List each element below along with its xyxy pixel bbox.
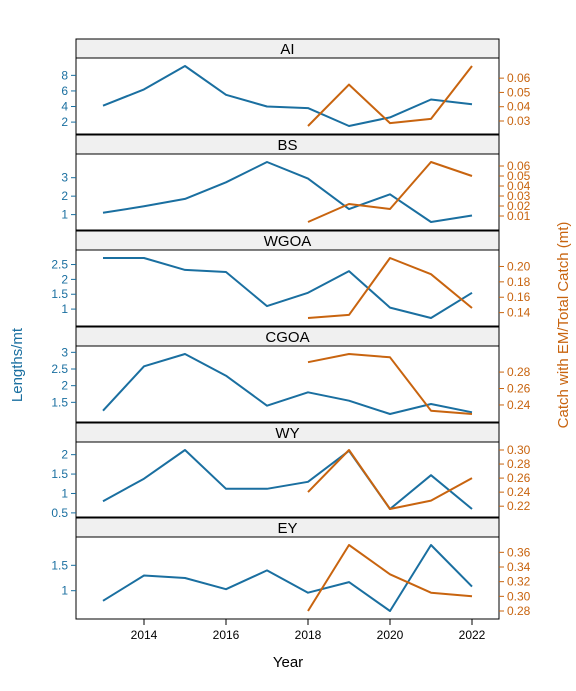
panel-frame	[75, 345, 500, 423]
right-tick-label: 0.24	[507, 398, 531, 412]
left-tick-label: 2	[61, 272, 68, 286]
x-tick-label: 2016	[213, 628, 240, 642]
panel-frame	[75, 441, 500, 518]
left-tick-label: 2	[61, 379, 68, 393]
panel-ai: AI 24 6 8 0.030.040.050.06	[61, 38, 531, 135]
series-em-catch-ratio	[307, 353, 473, 415]
right-tick-label: 0.04	[507, 179, 531, 193]
left-tick-label: 3	[61, 171, 68, 185]
x-axis: 2014 2016 2018 2020 2022	[131, 619, 486, 642]
x-tick-label: 2020	[377, 628, 404, 642]
panel-ey: EY 1 1.5 0.280.300.320.340.36	[51, 517, 531, 620]
panel-title: CGOA	[265, 329, 309, 346]
left-tick-label: 1	[61, 208, 68, 222]
right-tick-label: 0.20	[507, 259, 531, 273]
series-lengths-per-mt	[103, 257, 473, 319]
left-tick-label: 4	[61, 100, 68, 114]
series-lengths-per-mt	[102, 449, 473, 510]
right-tick-label: 0.16	[507, 290, 531, 304]
series-em-catch-ratio	[307, 161, 473, 223]
right-tick-label: 0.26	[507, 471, 531, 485]
panel-title: WGOA	[264, 233, 312, 250]
left-tick-label: 0.5	[51, 506, 68, 520]
panel-wgoa: WGOA 11.522.5 0.14 0.160.18 0.20	[51, 230, 531, 327]
panel-title: EY	[277, 520, 297, 537]
right-tick-label: 0.30	[507, 589, 531, 603]
panel-title: AI	[280, 41, 294, 58]
x-tick-label: 2022	[459, 628, 486, 642]
series-em-catch-ratio	[307, 449, 473, 510]
panel-frame	[75, 249, 500, 327]
left-tick-label: 1.5	[51, 395, 68, 409]
left-y-axis-title: Lengths/mt	[9, 327, 26, 402]
left-tick-label: 2.5	[51, 362, 68, 376]
right-tick-label: 0.05	[507, 169, 531, 183]
right-tick-label: 0.30	[507, 443, 531, 457]
right-tick-label: 0.22	[507, 499, 531, 513]
panel-title: WY	[275, 425, 299, 442]
right-tick-label: 0.06	[507, 71, 531, 85]
right-tick-label: 0.18	[507, 275, 531, 289]
panel-frame	[75, 153, 500, 231]
x-tick-label: 2018	[295, 628, 322, 642]
left-tick-label: 1	[61, 486, 68, 500]
panel-wy: WY 0.5 1 1.5 2 0.220.240.260.280.30	[51, 422, 531, 520]
x-tick-label: 2014	[131, 628, 158, 642]
panel-frame	[75, 536, 500, 620]
left-tick-label: 1	[61, 302, 68, 316]
series-lengths-per-mt	[102, 161, 473, 223]
left-tick-label: 3	[61, 345, 68, 359]
right-tick-label: 0.32	[507, 575, 531, 589]
left-tick-label: 1.5	[51, 467, 68, 481]
series-em-catch-ratio	[307, 257, 473, 319]
right-tick-label: 0.06	[507, 159, 531, 173]
right-tick-label: 0.04	[507, 100, 531, 114]
right-tick-label: 0.26	[507, 382, 531, 396]
left-tick-label: 1.5	[51, 558, 68, 572]
left-tick-label: 2	[61, 115, 68, 129]
series-lengths-per-mt	[102, 544, 473, 612]
right-tick-label: 0.03	[507, 189, 531, 203]
right-tick-label: 0.28	[507, 604, 531, 618]
right-y-axis-title: Catch with EM/Total Catch (mt)	[555, 222, 572, 429]
x-axis-title: Year	[273, 654, 303, 671]
chart-panels: AI24680.030.040.050.06BS1230.010.020.030…	[51, 38, 531, 620]
series-lengths-per-mt	[102, 353, 473, 415]
panel-cgoa: CGOA 1.5 2 2.5 3 0.24 0.26 0.28	[51, 326, 531, 423]
left-tick-label: 1	[61, 584, 68, 598]
panel-frame	[75, 57, 500, 135]
panel-bs: BS 1 2 3 0.010.020.030.040.050.06	[61, 134, 531, 231]
right-tick-label: 0.05	[507, 85, 531, 99]
series-em-catch-ratio	[307, 544, 473, 612]
right-tick-label: 0.36	[507, 545, 531, 559]
series-lengths-per-mt	[102, 65, 473, 127]
right-tick-label: 0.28	[507, 457, 531, 471]
left-tick-label: 1.5	[51, 287, 68, 301]
left-tick-label: 2	[61, 189, 68, 203]
right-tick-label: 0.01	[507, 209, 531, 223]
right-tick-label: 0.28	[507, 365, 531, 379]
right-tick-label: 0.24	[507, 485, 531, 499]
left-tick-label: 8	[61, 68, 68, 82]
right-tick-label: 0.34	[507, 560, 531, 574]
left-tick-label: 2	[61, 448, 68, 462]
right-tick-label: 0.14	[507, 306, 531, 320]
right-tick-label: 0.02	[507, 199, 531, 213]
panel-title: BS	[277, 137, 297, 154]
right-tick-label: 0.03	[507, 114, 531, 128]
left-tick-label: 2.5	[51, 258, 68, 272]
left-tick-label: 6	[61, 84, 68, 98]
series-em-catch-ratio	[307, 65, 473, 127]
